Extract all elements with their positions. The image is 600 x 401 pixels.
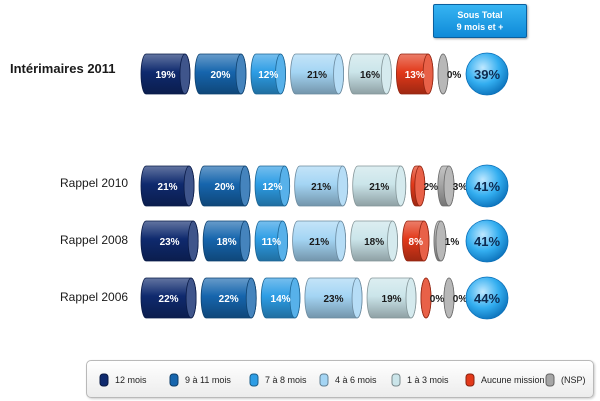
bar-rappel-2010-aucune-mission: [410, 165, 426, 207]
data-label-interimaires-2011-9-a-11-mois: 20%: [210, 70, 230, 81]
bar-interimaires-2011-4-a-6-mois: [290, 53, 345, 95]
subtotal-rappel-2008: 41%: [465, 219, 509, 263]
bar-rappel-2010-12-mois: [140, 165, 195, 207]
bar-rappel-2010-9-a-11-mois: [198, 165, 251, 207]
row-label-rappel-2006: Rappel 2006: [60, 290, 129, 304]
bar-rappel-2010-nsp: [437, 165, 455, 207]
bar-rappel-2006-9-a-11-mois: [200, 277, 257, 319]
data-label-interimaires-2011-12-mois: 19%: [155, 70, 175, 81]
bar-interimaires-2011-1-a-3-mois: [348, 53, 392, 95]
bar-rappel-2008-7-a-8-mois: [254, 220, 289, 262]
data-label-interimaires-2011-7-a-8-mois: 12%: [258, 70, 278, 81]
bar-interimaires-2011-9-a-11-mois: [194, 53, 247, 95]
data-label-rappel-2010-1-a-3-mois: 21%: [369, 182, 389, 193]
bar-rappel-2006-4-a-6-mois: [304, 277, 363, 319]
legend-item-aucune-mission: Aucune mission: [465, 373, 545, 387]
subtotal-label-rappel-2006: 44%: [474, 291, 500, 306]
legend-label-1-a-3-mois: 1 à 3 mois: [407, 375, 449, 385]
data-label-interimaires-2011-nsp: 0%: [447, 70, 462, 81]
data-label-rappel-2008-nsp: 1%: [445, 237, 460, 248]
legend-swatch-12-mois: [99, 373, 109, 387]
legend-label-nsp: (NSP): [561, 375, 586, 385]
data-label-rappel-2008-1-a-3-mois: 18%: [364, 237, 384, 248]
data-label-interimaires-2011-1-a-3-mois: 16%: [360, 70, 380, 81]
legend-label-12-mois: 12 mois: [115, 375, 147, 385]
legend-label-4-a-6-mois: 4 à 6 mois: [335, 375, 377, 385]
data-label-rappel-2008-9-a-11-mois: 18%: [217, 237, 237, 248]
data-label-rappel-2006-7-a-8-mois: 14%: [271, 294, 291, 305]
bar-interimaires-2011-12-mois: [140, 53, 191, 95]
data-label-rappel-2006-9-a-11-mois: 22%: [219, 294, 239, 305]
legend-item-1-a-3-mois: 1 à 3 mois: [391, 373, 449, 387]
legend-swatch-4-a-6-mois: [319, 373, 329, 387]
bar-rappel-2006-12-mois: [140, 277, 197, 319]
data-label-interimaires-2011-4-a-6-mois: 21%: [307, 70, 327, 81]
bar-rappel-2010-1-a-3-mois: [352, 165, 407, 207]
bar-rappel-2008-9-a-11-mois: [202, 220, 251, 262]
bar-rappel-2010-4-a-6-mois: [294, 165, 349, 207]
legend-swatch-aucune-mission: [465, 373, 475, 387]
subtotal-label-rappel-2010: 41%: [474, 179, 500, 194]
row-label-interimaires-2011: Intérimaires 2011: [10, 61, 116, 76]
bar-interimaires-2011-aucune-mission: [396, 53, 434, 95]
bar-rappel-2008-12-mois: [140, 220, 199, 262]
subtotal-interimaires-2011: 39%: [465, 52, 509, 96]
bar-rappel-2008-nsp: [433, 220, 447, 262]
data-label-rappel-2010-nsp: 3%: [453, 182, 468, 193]
legend-swatch-7-a-8-mois: [249, 373, 259, 387]
data-label-rappel-2006-aucune-mission: 0%: [430, 294, 445, 305]
bar-rappel-2008-4-a-6-mois: [292, 220, 347, 262]
data-label-rappel-2008-aucune-mission: 8%: [409, 237, 424, 248]
bar-interimaires-2011-7-a-8-mois: [250, 53, 286, 95]
bar-rappel-2010-7-a-8-mois: [254, 165, 291, 207]
legend-swatch-1-a-3-mois: [391, 373, 401, 387]
data-label-rappel-2008-7-a-8-mois: 11%: [262, 237, 282, 248]
subtotal-rappel-2010: 41%: [465, 164, 509, 208]
data-label-rappel-2008-12-mois: 23%: [160, 237, 180, 248]
data-label-rappel-2008-4-a-6-mois: 21%: [309, 237, 329, 248]
legend-label-7-a-8-mois: 7 à 8 mois: [265, 375, 307, 385]
data-label-rappel-2010-7-a-8-mois: 12%: [262, 182, 282, 193]
subtotal-rappel-2006: 44%: [465, 276, 509, 320]
legend-label-aucune-mission: Aucune mission: [481, 375, 545, 385]
data-label-rappel-2006-nsp: 0%: [453, 294, 468, 305]
legend-item-nsp: (NSP): [545, 373, 586, 387]
bar-rappel-2008-1-a-3-mois: [350, 220, 398, 262]
subtotal-header-line2: 9 mois et +: [456, 22, 504, 32]
subtotal-header-line1: Sous Total: [457, 10, 503, 20]
row-label-rappel-2008: Rappel 2008: [60, 233, 129, 247]
bar-rappel-2006-aucune-mission: [420, 277, 432, 319]
legend-item-9-a-11-mois: 9 à 11 mois: [169, 373, 231, 387]
legend-item-7-a-8-mois: 7 à 8 mois: [249, 373, 307, 387]
chart-legend: 12 mois 9 à 11 mois 7 à 8 mois 4 à 6 mois 1 …: [86, 360, 594, 398]
legend-label-9-a-11-mois: 9 à 11 mois: [185, 375, 231, 385]
bar-interimaires-2011-nsp: [437, 53, 449, 95]
data-label-interimaires-2011-aucune-mission: 13%: [405, 70, 425, 81]
legend-swatch-nsp: [545, 373, 555, 387]
row-label-rappel-2010: Rappel 2010: [60, 176, 129, 190]
bar-rappel-2006-nsp: [443, 277, 455, 319]
subtotal-label-interimaires-2011: 39%: [474, 67, 500, 82]
data-label-rappel-2006-4-a-6-mois: 23%: [323, 294, 343, 305]
bar-rappel-2006-7-a-8-mois: [260, 277, 301, 319]
data-label-rappel-2006-12-mois: 22%: [159, 294, 179, 305]
data-label-rappel-2010-9-a-11-mois: 20%: [215, 182, 235, 193]
legend-swatch-9-a-11-mois: [169, 373, 179, 387]
data-label-rappel-2010-4-a-6-mois: 21%: [311, 182, 331, 193]
bar-rappel-2008-aucune-mission: [402, 220, 430, 262]
data-label-rappel-2010-12-mois: 21%: [158, 182, 178, 193]
legend-item-12-mois: 12 mois: [99, 373, 147, 387]
data-label-rappel-2010-aucune-mission: 2%: [424, 182, 439, 193]
data-label-rappel-2006-1-a-3-mois: 19%: [382, 294, 402, 305]
subtotal-header: Sous Total 9 mois et +: [433, 4, 527, 38]
bar-rappel-2006-1-a-3-mois: [366, 277, 417, 319]
subtotal-label-rappel-2008: 41%: [474, 234, 500, 249]
legend-item-4-a-6-mois: 4 à 6 mois: [319, 373, 377, 387]
